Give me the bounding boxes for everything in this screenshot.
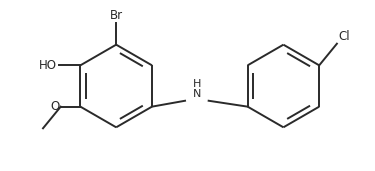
Text: O: O: [51, 100, 60, 113]
Text: N: N: [193, 89, 201, 99]
Text: Cl: Cl: [338, 30, 350, 43]
Text: Br: Br: [110, 9, 123, 22]
Text: HO: HO: [39, 59, 57, 72]
Text: H: H: [193, 79, 201, 89]
